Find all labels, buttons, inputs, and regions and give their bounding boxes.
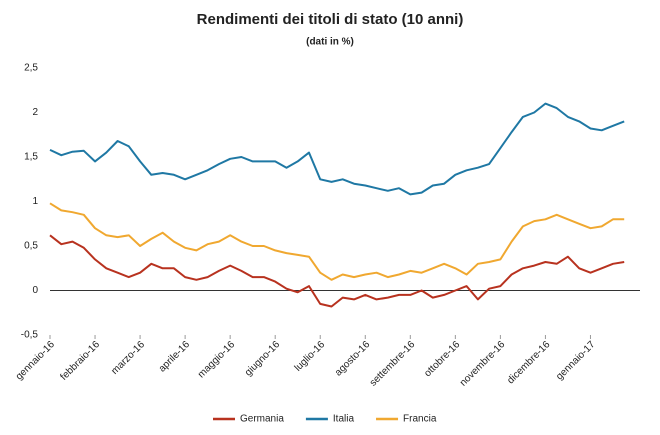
line-series bbox=[49, 102, 625, 196]
x-tick-label: marzo-16 bbox=[109, 339, 147, 377]
chart-subtitle: (dati in %) bbox=[306, 37, 354, 48]
y-tick-label: 0 bbox=[32, 285, 38, 296]
x-tick-label: novembre-16 bbox=[458, 339, 508, 389]
x-tick-label: aprile-16 bbox=[157, 339, 193, 375]
x-tick-label: ottobre-16 bbox=[422, 339, 462, 379]
y-tick-label: 2 bbox=[32, 107, 38, 118]
legend-label: Germania bbox=[240, 414, 284, 425]
y-tick-label: 2,5 bbox=[24, 63, 38, 74]
x-tick-label: gennaio-17 bbox=[554, 339, 597, 382]
y-tick-label: -0,5 bbox=[21, 330, 39, 341]
y-tick-label: 1,5 bbox=[24, 152, 38, 163]
chart-title: Rendimenti dei titoli di stato (10 anni) bbox=[197, 11, 464, 28]
legend-label: Italia bbox=[333, 414, 355, 425]
line-series bbox=[49, 234, 625, 308]
x-tick-label: maggio-16 bbox=[196, 339, 237, 380]
x-tick-label: gennaio-16 bbox=[14, 339, 57, 382]
x-tick-label: luglio-16 bbox=[293, 339, 328, 374]
line-series bbox=[49, 202, 625, 281]
x-tick-label: dicembre-16 bbox=[505, 339, 552, 386]
y-tick-label: 0,5 bbox=[24, 241, 38, 252]
y-tick-label: 1 bbox=[32, 196, 38, 207]
x-tick-label: febbraio-16 bbox=[58, 339, 102, 383]
legend-label: Francia bbox=[403, 414, 437, 425]
x-tick-label: settembre-16 bbox=[368, 339, 418, 389]
x-tick-label: agosto-16 bbox=[333, 339, 373, 379]
x-tick-label: giugno-16 bbox=[243, 339, 283, 379]
